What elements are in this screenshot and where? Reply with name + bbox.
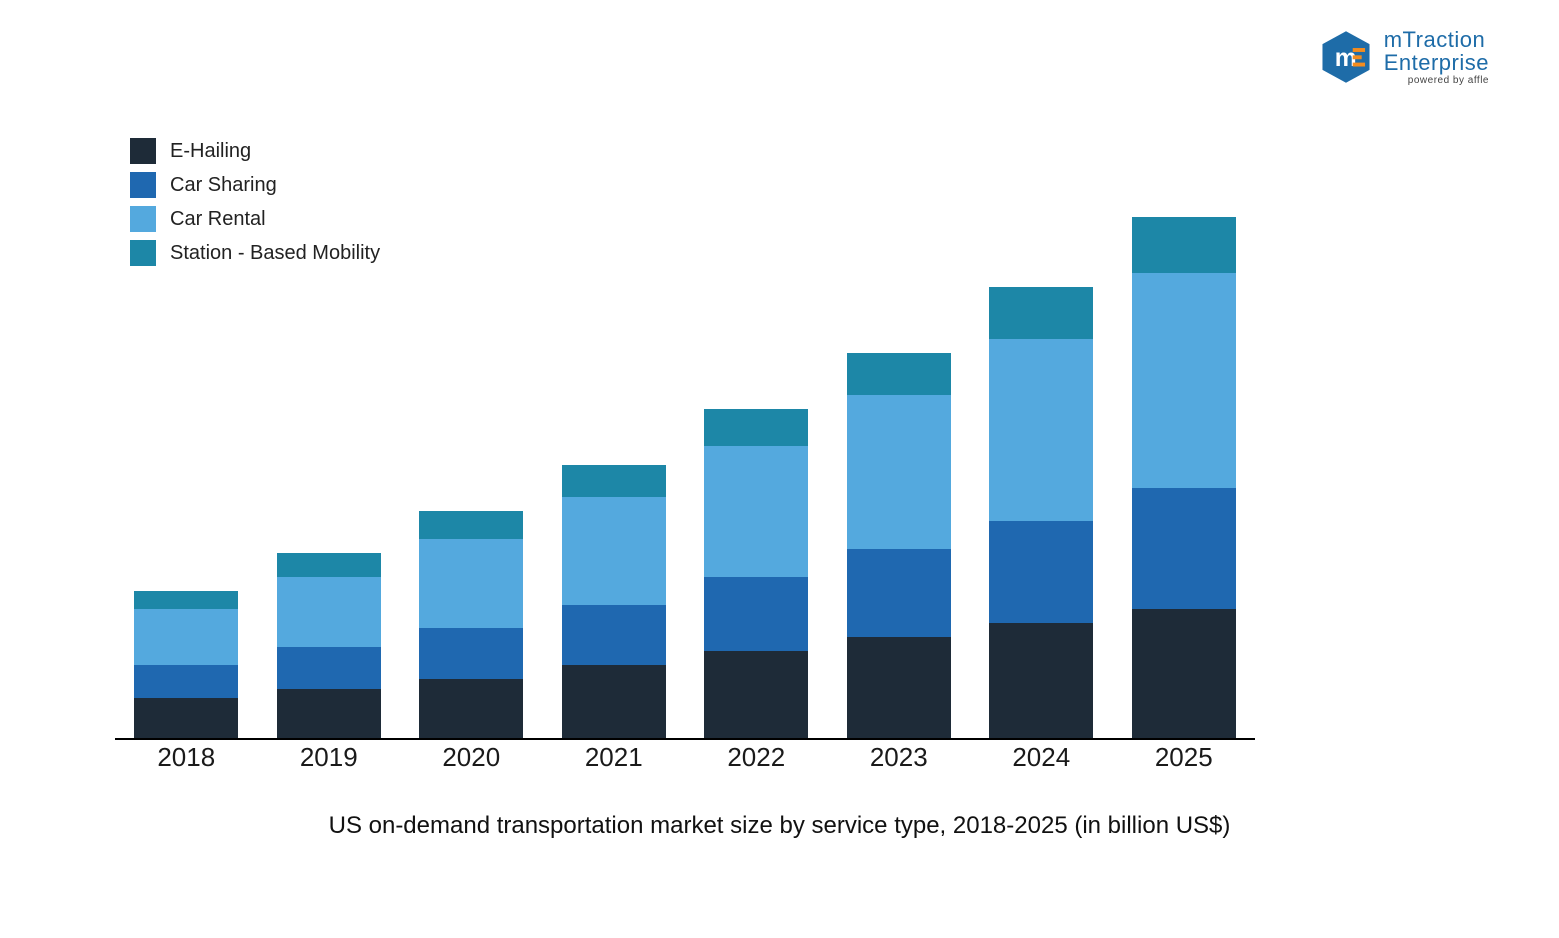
bar-column <box>989 180 1093 740</box>
x-axis-label: 2019 <box>277 742 381 773</box>
bar-segment <box>704 409 808 446</box>
brand-line1: mTraction <box>1384 28 1489 51</box>
legend-label: E-Hailing <box>170 140 251 163</box>
bar-segment <box>1132 609 1236 740</box>
brand-line2: Enterprise <box>1384 51 1489 74</box>
brand-powered-by: powered by affle <box>1408 76 1489 87</box>
bar-segment <box>1132 273 1236 488</box>
chart-caption: US on-demand transportation market size … <box>0 812 1559 840</box>
bar-segment <box>134 698 238 740</box>
bar-column <box>134 180 238 740</box>
bar-segment <box>989 521 1093 624</box>
bar-segment <box>419 628 523 679</box>
chart-plot-area <box>115 180 1255 740</box>
x-axis-label: 2024 <box>989 742 1093 773</box>
bar-segment <box>562 605 666 666</box>
bar-segment <box>562 497 666 604</box>
x-axis-label: 2023 <box>847 742 951 773</box>
bar-stack <box>704 409 808 740</box>
chart-x-labels: 2018 2019 2020 2021 2022 2023 2024 2025 <box>115 742 1255 773</box>
bar-column <box>277 180 381 740</box>
bar-segment <box>134 665 238 698</box>
bar-column <box>1132 180 1236 740</box>
brand-hexagon-icon: m <box>1318 29 1374 85</box>
brand-logo: m mTraction Enterprise powered by affle <box>1318 28 1489 87</box>
bar-segment <box>847 549 951 638</box>
bar-segment <box>1132 488 1236 609</box>
bar-segment <box>1132 217 1236 273</box>
x-axis-label: 2025 <box>1132 742 1236 773</box>
bar-segment <box>277 577 381 647</box>
bar-column <box>847 180 951 740</box>
legend-swatch <box>130 138 156 164</box>
bar-segment <box>562 465 666 498</box>
bar-segment <box>277 647 381 689</box>
bar-column <box>419 180 523 740</box>
bar-segment <box>704 577 808 652</box>
chart-bars <box>115 180 1255 740</box>
bar-segment <box>989 339 1093 521</box>
bar-segment <box>562 665 666 740</box>
bar-segment <box>134 609 238 665</box>
bar-segment <box>277 689 381 740</box>
chart-x-axis <box>115 738 1255 740</box>
bar-segment <box>847 637 951 740</box>
bar-stack <box>847 353 951 740</box>
bar-segment <box>704 446 808 577</box>
bar-column <box>562 180 666 740</box>
x-axis-label: 2020 <box>419 742 523 773</box>
legend-item: E-Hailing <box>130 138 380 164</box>
bar-segment <box>989 623 1093 740</box>
bar-segment <box>989 287 1093 338</box>
bar-stack <box>562 465 666 740</box>
bar-segment <box>134 591 238 610</box>
bar-segment <box>419 511 523 539</box>
bar-segment <box>847 353 951 395</box>
bar-stack <box>1132 217 1236 740</box>
x-axis-label: 2021 <box>562 742 666 773</box>
bar-segment <box>419 679 523 740</box>
bar-segment <box>277 553 381 576</box>
bar-segment <box>419 539 523 628</box>
brand-text: mTraction Enterprise powered by affle <box>1384 28 1489 87</box>
x-axis-label: 2022 <box>704 742 808 773</box>
bar-column <box>704 180 808 740</box>
bar-stack <box>419 511 523 740</box>
bar-stack <box>277 553 381 740</box>
bar-stack <box>134 591 238 740</box>
bar-stack <box>989 287 1093 740</box>
x-axis-label: 2018 <box>134 742 238 773</box>
bar-segment <box>704 651 808 740</box>
bar-segment <box>847 395 951 549</box>
